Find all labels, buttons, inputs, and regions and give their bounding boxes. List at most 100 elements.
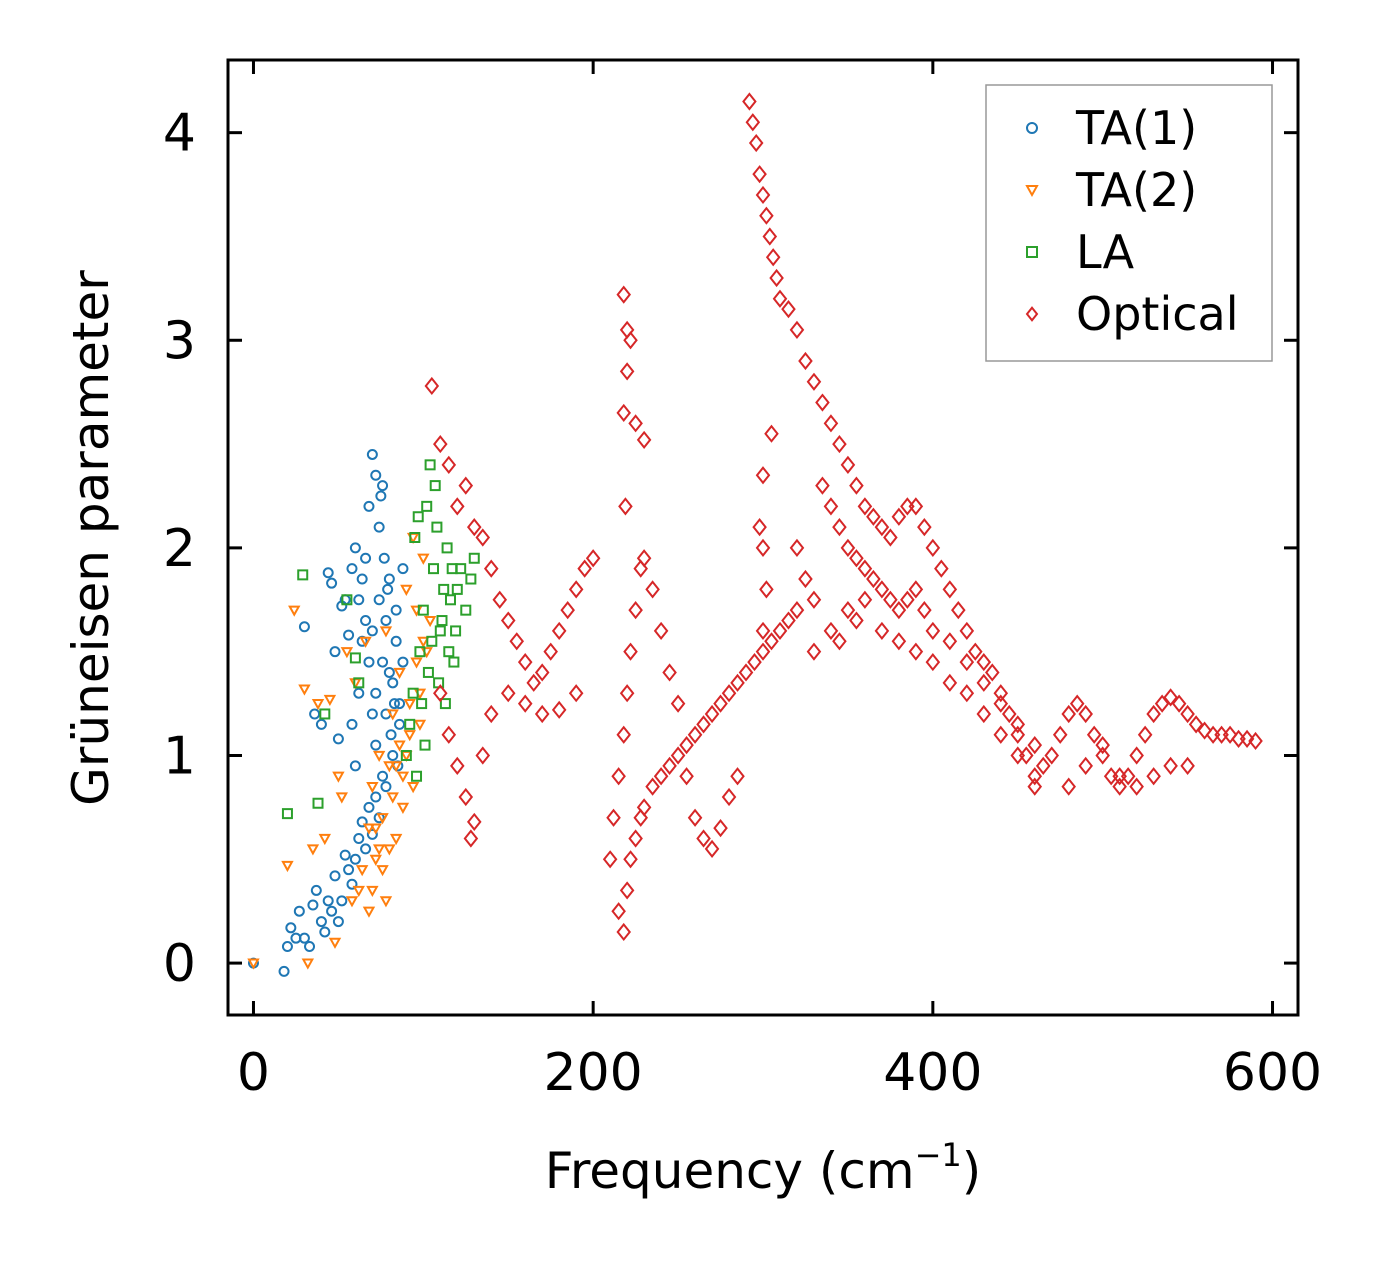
point-la: [431, 521, 443, 533]
point-la: [281, 808, 293, 820]
point-optical: [441, 725, 457, 744]
point-optical: [1010, 715, 1026, 734]
legend-frame: [985, 84, 1273, 362]
point-optical: [738, 663, 754, 682]
point-la: [349, 652, 361, 664]
point-ta-2: [400, 584, 413, 596]
point-ta-2: [379, 626, 393, 638]
point-optical: [441, 455, 457, 474]
point-ta-1: [285, 922, 297, 934]
point-optical: [942, 632, 958, 651]
point-la: [416, 698, 428, 710]
point-ta-1: [383, 666, 395, 678]
point-optical: [1129, 777, 1144, 796]
point-optical: [759, 580, 774, 599]
point-ta-1: [380, 781, 392, 793]
point-optical: [619, 684, 635, 703]
point-ta-2: [423, 615, 437, 628]
point-optical: [934, 559, 949, 578]
point-optical: [1120, 767, 1136, 786]
point-optical: [534, 663, 550, 682]
point-optical: [611, 767, 626, 786]
point-optical: [517, 694, 533, 713]
point-optical: [891, 632, 907, 651]
point-ta-1: [360, 552, 372, 564]
point-ta-2: [386, 792, 399, 804]
y-tick-label: 1: [163, 726, 196, 786]
point-optical: [1146, 767, 1161, 786]
point-optical: [823, 497, 839, 516]
point-la: [426, 635, 438, 647]
point-optical: [1052, 725, 1068, 744]
point-ta-1: [363, 500, 375, 512]
point-optical: [730, 767, 745, 786]
point-ta-2: [335, 792, 348, 804]
point-ta-1: [366, 708, 378, 720]
point-la: [443, 646, 455, 658]
point-optical: [636, 798, 652, 817]
point-optical: [463, 829, 479, 848]
point-optical: [721, 684, 737, 703]
axis-ticks: 0 200 400 600 0 1 2 3 4: [163, 60, 1322, 1103]
y-axis-label: Grüneisen parameter: [62, 270, 120, 806]
point-ta-1: [356, 573, 368, 585]
point-ta-1: [363, 656, 375, 668]
point-ta-2: [396, 802, 410, 814]
point-optical: [730, 673, 745, 692]
point-optical: [993, 684, 1009, 703]
point-optical: [1069, 694, 1085, 713]
point-ta-1: [387, 677, 399, 689]
point-ta-1: [366, 448, 378, 460]
point-optical: [653, 767, 669, 786]
point-optical: [616, 922, 632, 942]
point-ta-1: [322, 567, 334, 579]
point-optical: [925, 621, 941, 641]
point-ta-1: [353, 594, 365, 606]
point-ta-1: [377, 480, 389, 492]
point-optical: [925, 652, 941, 672]
legend-label: TA(2): [1075, 163, 1197, 217]
point-la: [412, 511, 424, 523]
point-ta-2: [417, 553, 430, 565]
point-optical: [781, 611, 796, 630]
point-optical: [450, 756, 465, 775]
point-ta-1: [360, 615, 372, 627]
point-optical: [745, 113, 761, 132]
point-ta-2: [389, 833, 403, 846]
point-optical: [857, 559, 873, 578]
point-optical: [742, 92, 757, 111]
point-optical: [1044, 746, 1060, 765]
point-optical: [951, 601, 966, 620]
point-optical: [585, 549, 601, 568]
point-optical: [993, 694, 1009, 713]
point-ta-1: [332, 733, 344, 745]
point-optical: [1137, 725, 1153, 744]
point-optical: [891, 507, 907, 526]
point-optical: [475, 528, 491, 547]
point-ta-2: [403, 698, 416, 711]
point-optical: [1180, 756, 1195, 775]
point-optical: [815, 476, 830, 495]
point-optical: [1001, 704, 1017, 724]
point-optical: [764, 424, 779, 443]
point-la: [465, 573, 477, 585]
point-optical: [662, 756, 677, 775]
point-optical: [976, 704, 992, 724]
point-optical: [687, 808, 703, 827]
point-optical: [798, 351, 813, 371]
point-ta-2: [332, 771, 345, 783]
point-optical: [917, 601, 932, 620]
point-optical: [823, 621, 839, 641]
point-optical: [789, 601, 805, 620]
point-ta-1: [397, 656, 409, 668]
point-ta-1: [310, 884, 322, 896]
x-tick-label: 600: [1223, 1043, 1322, 1103]
point-ta-2: [376, 865, 389, 877]
point-optical: [883, 590, 898, 609]
point-ta-1: [394, 718, 406, 730]
point-optical: [840, 601, 856, 620]
point-ta-2: [318, 833, 332, 846]
point-optical: [670, 746, 686, 765]
point-ta-2: [298, 684, 311, 696]
